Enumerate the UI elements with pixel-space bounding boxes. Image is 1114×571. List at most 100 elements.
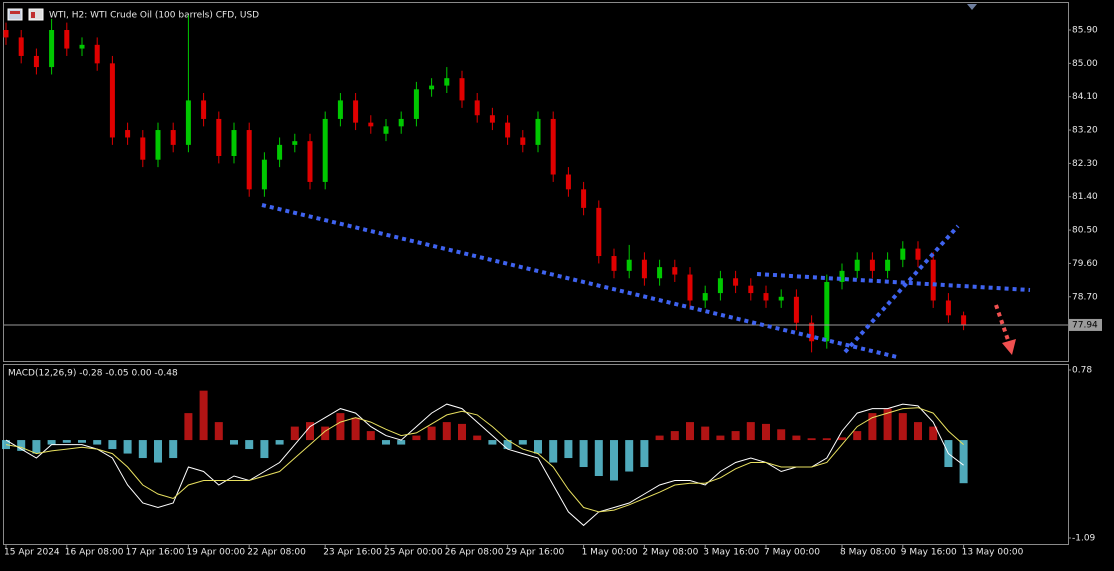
histogram-bar xyxy=(731,431,740,441)
candle-body xyxy=(444,78,450,86)
x-tick-label: 16 Apr 08:00 xyxy=(65,548,124,558)
histogram-bar xyxy=(230,440,238,445)
histogram-bar xyxy=(792,435,801,441)
candle-body xyxy=(596,207,602,257)
candle-body xyxy=(337,100,343,119)
plot: 85.90 85.00 84.10 83.20 82.30 81.40 80.50 79.60… xyxy=(2,15,1102,558)
candle-body xyxy=(900,248,906,260)
candle-body xyxy=(626,259,632,271)
y-tick-label: 78.70 xyxy=(1072,292,1098,302)
symbol-icon xyxy=(7,8,23,21)
candle-body xyxy=(292,141,298,145)
candle-body xyxy=(459,78,465,101)
candle-body xyxy=(961,315,967,325)
histogram-bar xyxy=(610,440,618,481)
x-tick-label: 23 Apr 16:00 xyxy=(323,548,382,558)
histogram-bar xyxy=(2,440,10,450)
timeframe-icon xyxy=(28,8,44,21)
candle-body xyxy=(94,44,100,64)
histogram-bar xyxy=(549,440,558,463)
histogram-bar xyxy=(488,440,497,445)
candle-body xyxy=(550,118,556,175)
histogram-bar xyxy=(838,437,846,441)
x-tick-label: 29 Apr 16:00 xyxy=(506,548,565,558)
current-price-label: 77.94 xyxy=(1072,320,1098,330)
candle-body xyxy=(18,37,24,56)
histogram-bar xyxy=(701,426,710,441)
candle-body xyxy=(413,89,419,119)
histogram-bar xyxy=(214,422,223,441)
histogram-bar xyxy=(245,440,254,450)
candle-body xyxy=(170,130,176,145)
histogram-bar xyxy=(640,440,649,468)
shift-marker xyxy=(967,4,977,10)
histogram-bar xyxy=(929,426,938,441)
histogram-bar xyxy=(503,440,512,450)
histogram-bar xyxy=(290,426,299,441)
candle-body xyxy=(717,278,723,294)
x-tick-label: 8 May 08:00 xyxy=(840,548,896,558)
forecast-arrowhead xyxy=(1002,339,1016,355)
histogram-bar xyxy=(914,422,922,441)
candle-body xyxy=(33,55,39,68)
histogram-bar xyxy=(534,440,542,454)
candle-body xyxy=(702,293,708,301)
candle-body xyxy=(398,118,404,127)
y-tick-label: 81.40 xyxy=(1072,192,1098,202)
histogram-bar xyxy=(336,413,345,441)
histogram-bar xyxy=(564,440,573,459)
signal-line xyxy=(5,407,964,513)
histogram-bar xyxy=(382,440,390,445)
histogram-bar xyxy=(32,440,41,454)
histogram-bar xyxy=(366,431,375,441)
candle-body xyxy=(505,122,511,138)
candle-body xyxy=(520,137,526,145)
candle-body xyxy=(368,122,374,127)
histogram-bar xyxy=(397,440,406,445)
candle-body xyxy=(945,300,951,316)
histogram-bar xyxy=(746,422,755,441)
histogram-bar xyxy=(716,435,725,441)
histogram-bar xyxy=(625,440,634,472)
candle-body xyxy=(49,30,55,68)
candle-body xyxy=(261,159,267,190)
histogram-bar xyxy=(17,440,26,451)
candle-body xyxy=(64,30,70,49)
candle-body xyxy=(474,100,480,116)
histogram-bar xyxy=(686,422,694,441)
candle-body xyxy=(778,296,784,301)
candle-body xyxy=(383,126,389,134)
candle-body xyxy=(140,137,146,160)
candle-body xyxy=(216,118,222,156)
price-frame xyxy=(3,2,1069,362)
histogram-bar xyxy=(412,435,421,441)
candle-body xyxy=(109,63,115,138)
candle-body xyxy=(429,85,435,90)
candle-body xyxy=(824,281,830,342)
histogram-bar xyxy=(807,438,816,441)
x-tick-label: 7 May 00:00 xyxy=(764,548,820,558)
histogram-bar xyxy=(959,440,968,484)
histogram-bar xyxy=(108,440,117,450)
candle-body xyxy=(930,259,936,301)
histogram-bar xyxy=(442,422,451,441)
y-tick-label: 85.00 xyxy=(1072,59,1098,69)
trendline xyxy=(756,272,1031,292)
y-tick-label: 0.78 xyxy=(1072,366,1092,376)
candle-body xyxy=(535,118,541,145)
candle-body xyxy=(793,296,799,323)
candle-body xyxy=(885,259,891,271)
histogram-bar xyxy=(321,426,330,441)
symbol-icon-part xyxy=(10,11,20,14)
histogram-bar xyxy=(275,440,284,445)
candle-body xyxy=(748,285,754,294)
histogram-bar xyxy=(306,422,314,441)
histogram-bar xyxy=(473,435,482,441)
x-tick-label: 2 May 08:00 xyxy=(642,548,698,558)
x-tick-label: 19 Apr 00:00 xyxy=(186,548,245,558)
candle-body xyxy=(641,259,647,279)
candle-body xyxy=(687,274,693,301)
